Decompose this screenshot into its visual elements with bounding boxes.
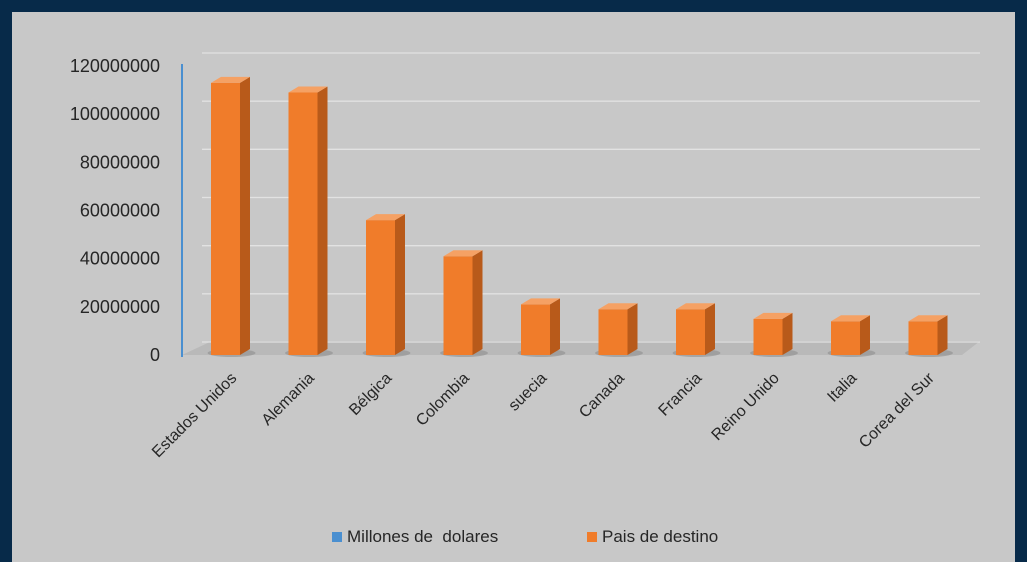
- bar-side: [240, 76, 250, 355]
- bar: [750, 312, 798, 357]
- bar-front: [598, 309, 628, 355]
- bar-front: [521, 304, 550, 355]
- y-tick-label: 80000000: [80, 152, 160, 172]
- bar: [440, 250, 488, 357]
- bar-top: [598, 303, 638, 310]
- bar: [207, 76, 256, 357]
- bar-side: [395, 214, 405, 355]
- y-tick-label: 20000000: [80, 297, 160, 317]
- bar-front: [753, 318, 783, 355]
- bar: [827, 315, 876, 357]
- bar-front: [908, 321, 938, 355]
- x-category-label: Alemania: [259, 370, 318, 429]
- bar-top: [211, 76, 250, 83]
- x-category-label: Italia: [824, 370, 860, 406]
- x-category-label: Reino Unido: [709, 370, 783, 444]
- bar-top: [676, 303, 715, 310]
- y-tick-label: 0: [150, 345, 160, 365]
- bar-front: [676, 309, 705, 355]
- bar: [905, 315, 953, 357]
- legend-swatch: [587, 532, 597, 542]
- x-axis-categories: Estados Unidos Alemania Bélgica Colombia sue…: [149, 369, 938, 461]
- bar-front: [831, 321, 860, 355]
- y-tick-label: 60000000: [80, 201, 160, 221]
- legend-item: Pais de destino: [587, 527, 718, 546]
- bar-top: [288, 86, 328, 93]
- bar-top: [831, 315, 870, 322]
- y-axis-ticks: 0 20000000 40000000 60000000 80000000 1000000…: [70, 56, 160, 365]
- y-tick-label: 40000000: [80, 249, 160, 269]
- bar-front: [288, 92, 318, 355]
- y-tick-label: 120000000: [70, 56, 160, 76]
- bar-side: [472, 250, 483, 355]
- bar-side: [705, 303, 715, 355]
- bar-side: [860, 315, 870, 355]
- bar-top: [366, 214, 405, 221]
- legend-item: Millones de dolares: [332, 527, 498, 546]
- bar-front: [443, 256, 473, 355]
- x-category-label: suecia: [506, 370, 551, 415]
- bar-front: [211, 82, 240, 355]
- legend: Millones de dolares Pais de destino: [332, 527, 718, 546]
- bar-top: [443, 250, 483, 257]
- legend-label: Pais de destino: [602, 527, 718, 546]
- x-category-label: Estados Unidos: [149, 370, 240, 461]
- bar: [362, 214, 411, 357]
- bar-side: [317, 86, 328, 355]
- bar: [517, 298, 566, 357]
- bar-top: [908, 315, 948, 322]
- bar-top: [753, 312, 793, 319]
- x-category-label: Corea del Sur: [856, 369, 938, 451]
- x-category-label: Bélgica: [346, 370, 395, 419]
- legend-swatch: [332, 532, 342, 542]
- y-tick-label: 100000000: [70, 104, 160, 124]
- x-category-label: Colombia: [413, 370, 473, 430]
- bar: [672, 303, 721, 357]
- bar-chart: 0 20000000 40000000 60000000 80000000 1000000…: [70, 52, 980, 546]
- bar-side: [550, 298, 560, 355]
- bars: [207, 76, 953, 357]
- bar: [595, 303, 643, 357]
- bar: [285, 86, 333, 357]
- x-category-label: Canada: [576, 370, 628, 422]
- legend-label: Millones de dolares: [347, 527, 498, 546]
- x-category-label: Francia: [656, 370, 706, 420]
- bar-side: [937, 315, 948, 355]
- bar-front: [366, 220, 395, 355]
- bar-side: [782, 312, 793, 355]
- bar-side: [627, 303, 638, 355]
- bar-top: [521, 298, 560, 305]
- chart-area: 0 20000000 40000000 60000000 80000000 1000000…: [12, 12, 1015, 562]
